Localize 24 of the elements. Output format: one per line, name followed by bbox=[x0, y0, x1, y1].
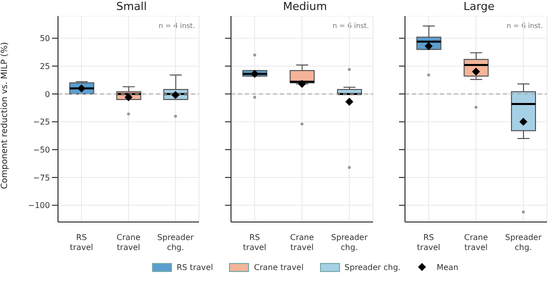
x-tick-label: Crane travel bbox=[290, 233, 314, 252]
chart-title: Medium bbox=[282, 0, 328, 15]
y-tick-label: 0 bbox=[44, 90, 50, 99]
y-tick-label: 50 bbox=[40, 34, 50, 44]
x-tick-label: Crane travel bbox=[464, 233, 488, 252]
x-tick-label: RS travel bbox=[243, 233, 266, 252]
x-tick-label: RS travel bbox=[417, 233, 440, 252]
legend-label: Mean bbox=[436, 262, 458, 272]
y-axis-title: Component reduction vs. MILP (%) bbox=[0, 42, 10, 189]
y-tick-label: −25 bbox=[33, 118, 50, 127]
category-label: Crane travel bbox=[254, 262, 304, 272]
y-tick-label: 25 bbox=[40, 62, 50, 71]
chart-title: Large bbox=[462, 0, 496, 15]
x-tick-label: Spreader chg. bbox=[157, 233, 194, 252]
chart-title: Small bbox=[115, 0, 148, 15]
y-tick-label: −50 bbox=[33, 145, 50, 154]
category-label: RS travel bbox=[176, 262, 214, 272]
x-tick-label: RS travel bbox=[70, 233, 94, 252]
y-tick-label: −100 bbox=[28, 201, 50, 210]
category-label: Spreader chg. bbox=[344, 262, 401, 272]
x-tick-label: Spreader chg. bbox=[331, 233, 368, 252]
y-tick-label: −75 bbox=[33, 173, 50, 182]
x-tick-label: Spreader chg. bbox=[505, 233, 542, 252]
x-tick-label: Crane travel bbox=[116, 233, 140, 252]
